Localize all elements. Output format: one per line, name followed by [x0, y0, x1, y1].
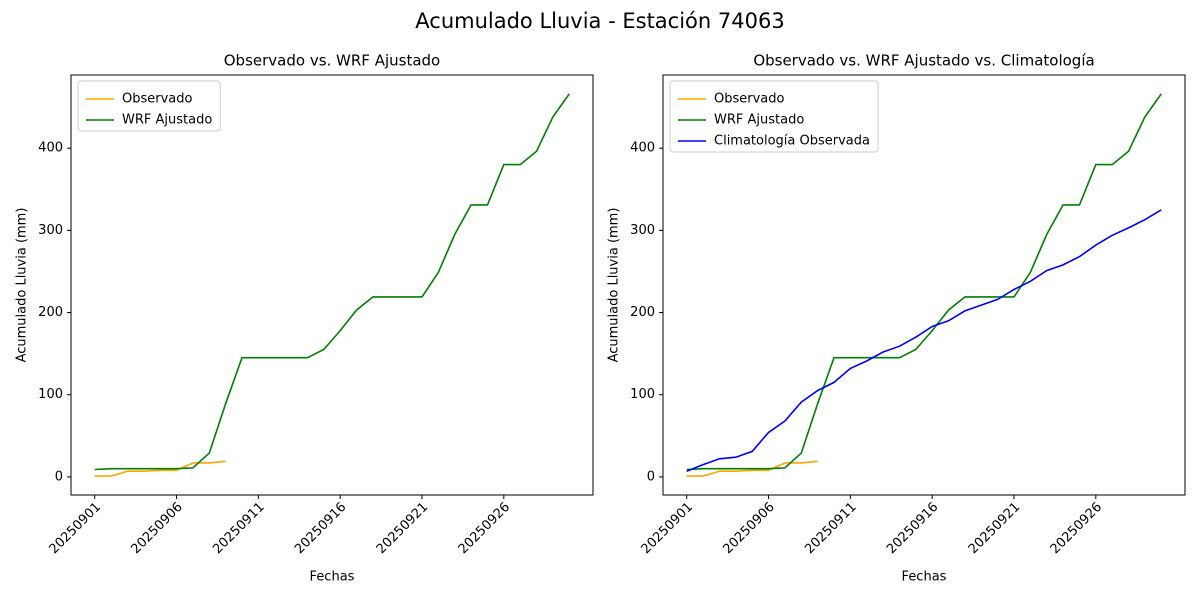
y-tick-label: 0: [55, 469, 63, 484]
y-tick-label: 200: [630, 305, 655, 320]
legend: Observado WRF Ajustado: [77, 80, 221, 132]
data-line: [686, 93, 1162, 471]
y-tick-label: 300: [38, 223, 63, 238]
axes-frame: [662, 74, 1186, 496]
axes-frame: [70, 74, 594, 496]
legend-label: WRF Ajustado: [714, 113, 804, 128]
data-line: [94, 460, 226, 477]
data-line: [94, 93, 570, 471]
y-tick-label: 300: [630, 223, 655, 238]
y-tick-label: 200: [38, 305, 63, 320]
y-tick-label: 400: [630, 141, 655, 156]
figure-title: Acumulado Lluvia - Estación 74063: [415, 9, 784, 33]
x-axis-label: Fechas: [902, 570, 947, 585]
axes-title: Observado vs. WRF Ajustado: [224, 52, 440, 70]
y-tick-label: 100: [38, 387, 63, 402]
y-tick-label: 0: [647, 469, 655, 484]
y-axis-label: Acumulado Lluvia (mm): [15, 208, 30, 363]
data-line: [686, 460, 818, 477]
legend-frame: [669, 80, 879, 153]
y-tick-label: 100: [630, 387, 655, 402]
legend-label: Observado: [122, 92, 193, 107]
data-line: [686, 209, 1162, 472]
x-axis-label: Fechas: [310, 570, 355, 585]
y-tick-label: 400: [38, 141, 63, 156]
legend-label: Climatología Observada: [714, 134, 870, 149]
legend-frame: [77, 80, 221, 132]
legend-label: WRF Ajustado: [122, 113, 212, 128]
legend: Observado WRF Ajustado Climatología Observ…: [669, 80, 879, 153]
axes-title: Observado vs. WRF Ajustado vs. Climatolo…: [753, 52, 1094, 70]
y-axis-label: Acumulado Lluvia (mm): [607, 208, 622, 363]
legend-label: Observado: [714, 92, 785, 107]
